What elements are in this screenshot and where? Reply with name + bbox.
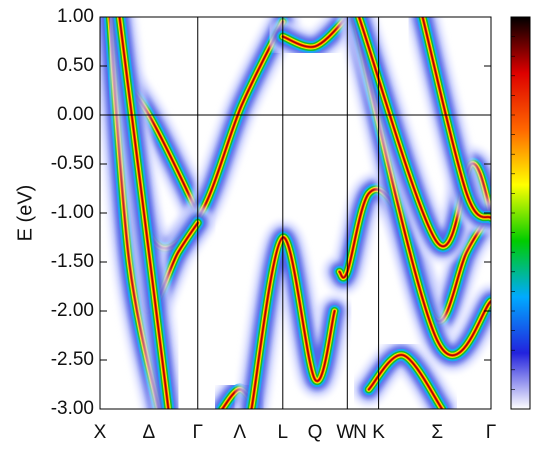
y-tick-label: 0.00 <box>57 104 94 125</box>
kpoint-label: L <box>278 422 289 443</box>
kpoint-label: Σ <box>431 422 443 443</box>
band-10-layer <box>368 354 443 409</box>
y-axis-ticks: 1.00 0.50 0.00 -0.50 -1.00 -1.50 -2.00 -2.50 -3.… <box>51 6 491 419</box>
y-tick-label: -1.50 <box>51 251 94 272</box>
kpoint-label: Δ <box>143 422 156 443</box>
band-11 <box>342 17 491 264</box>
y-axis-title: E (eV) <box>14 185 36 242</box>
kpoint-label: W <box>336 422 354 443</box>
y-tick-label: -2.50 <box>51 349 94 370</box>
y-tick-label: -2.00 <box>51 300 94 321</box>
band-4-layer <box>118 17 170 409</box>
kpoint-label: X <box>94 422 107 443</box>
reference-lines <box>100 17 491 409</box>
y-tick-label: -0.50 <box>51 153 94 174</box>
band-12 <box>405 17 491 235</box>
y-tick-label: -3.00 <box>51 398 94 419</box>
y-tick-label: 1.00 <box>57 6 94 27</box>
kpoint-label: K <box>372 422 385 443</box>
kpoint-label: Γ <box>193 422 203 443</box>
kpoint-label: Γ <box>486 422 496 443</box>
y-tick-label: -1.00 <box>51 202 94 223</box>
colorbar-ticks <box>511 36 515 390</box>
band-10 <box>351 338 460 409</box>
x-axis-ticks: X Δ Γ Λ L Q WN K Σ Γ <box>94 422 497 443</box>
kpoint-label: Q <box>308 422 323 443</box>
band-12-layer <box>421 17 491 219</box>
band-4 <box>102 17 186 409</box>
band-6-layer <box>250 236 336 409</box>
y-tick-label: 0.50 <box>57 55 94 76</box>
band-11-layer <box>358 17 491 247</box>
kpoint-label: Λ <box>233 422 246 443</box>
band-6 <box>234 220 352 409</box>
kpoint-label: N <box>353 422 367 443</box>
